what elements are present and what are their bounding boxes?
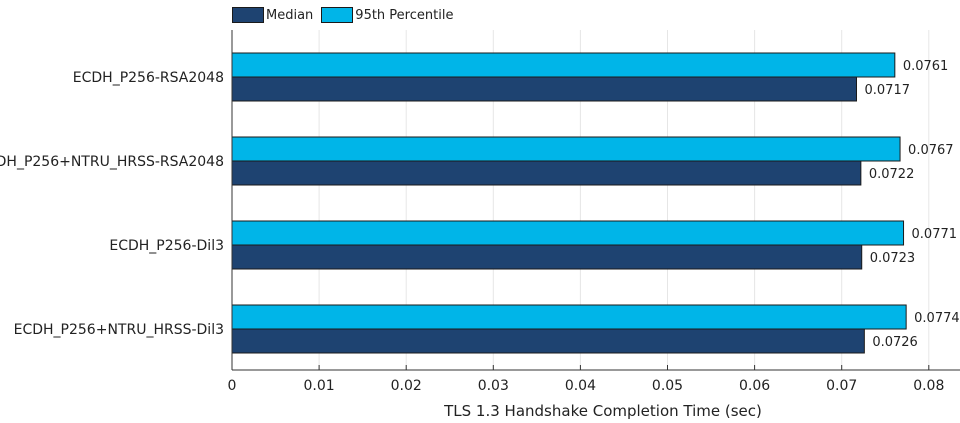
legend-label-95th-percentile: 95th Percentile: [355, 7, 454, 23]
bar-median: [231, 76, 858, 102]
bar-95th-percentile: [231, 52, 896, 78]
data-label-95th-percentile: 0.0761: [903, 59, 949, 74]
legend-swatch-95th-percentile: [321, 7, 354, 23]
x-tick-label: 0.06: [739, 378, 770, 394]
category-label: ECDH_P256-Dil3: [109, 238, 224, 254]
x-tick-label: 0.04: [565, 378, 596, 394]
data-label-95th-percentile: 0.0774: [914, 311, 960, 326]
category-label: ECDH_P256-RSA2048: [73, 70, 224, 86]
chart-legend: Median 95th Percentile: [232, 7, 461, 23]
x-tick-label: 0.08: [913, 378, 944, 394]
category-label: ECDH_P256+NTRU_HRSS-Dil3: [14, 322, 224, 338]
bar-95th-percentile: [231, 220, 905, 246]
data-label-95th-percentile: 0.0767: [908, 143, 954, 158]
data-label-median: 0.0723: [870, 251, 916, 266]
x-tick-label: 0.07: [826, 378, 857, 394]
bar-median: [231, 160, 862, 186]
x-tick-label: 0.01: [304, 378, 335, 394]
legend-label-median: Median: [266, 7, 314, 23]
x-tick-label: 0: [228, 378, 237, 394]
bars: 0.0761 0.0717 0.0767 0.0722 0.0771 0.0723 0.07…: [231, 52, 960, 354]
x-axis: 0 0.01 0.02 0.03 0.04 0.05 0.06 0.07 0.08: [228, 30, 960, 394]
bar-median: [231, 244, 863, 270]
bar-95th-percentile: [231, 304, 907, 330]
x-tick-label: 0.03: [478, 378, 509, 394]
bar-95th-percentile: [231, 136, 901, 162]
x-axis-label: TLS 1.3 Handshake Completion Time (sec): [443, 402, 762, 420]
x-tick-label: 0.05: [652, 378, 683, 394]
data-label-median: 0.0722: [869, 167, 915, 182]
category-label: ECDH_P256+NTRU_HRSS-RSA2048: [0, 154, 224, 170]
data-label-median: 0.0726: [872, 335, 918, 350]
category-labels: ECDH_P256-RSA2048 ECDH_P256+NTRU_HRSS-RSA…: [0, 70, 224, 338]
legend-item-95th-percentile: 95th Percentile: [321, 7, 453, 23]
x-tick-label: 0.02: [391, 378, 422, 394]
data-label-median: 0.0717: [865, 83, 911, 98]
legend-item-median: Median: [232, 7, 313, 23]
data-label-95th-percentile: 0.0771: [912, 227, 958, 242]
legend-swatch-median: [232, 7, 264, 23]
bar-median: [231, 328, 865, 354]
